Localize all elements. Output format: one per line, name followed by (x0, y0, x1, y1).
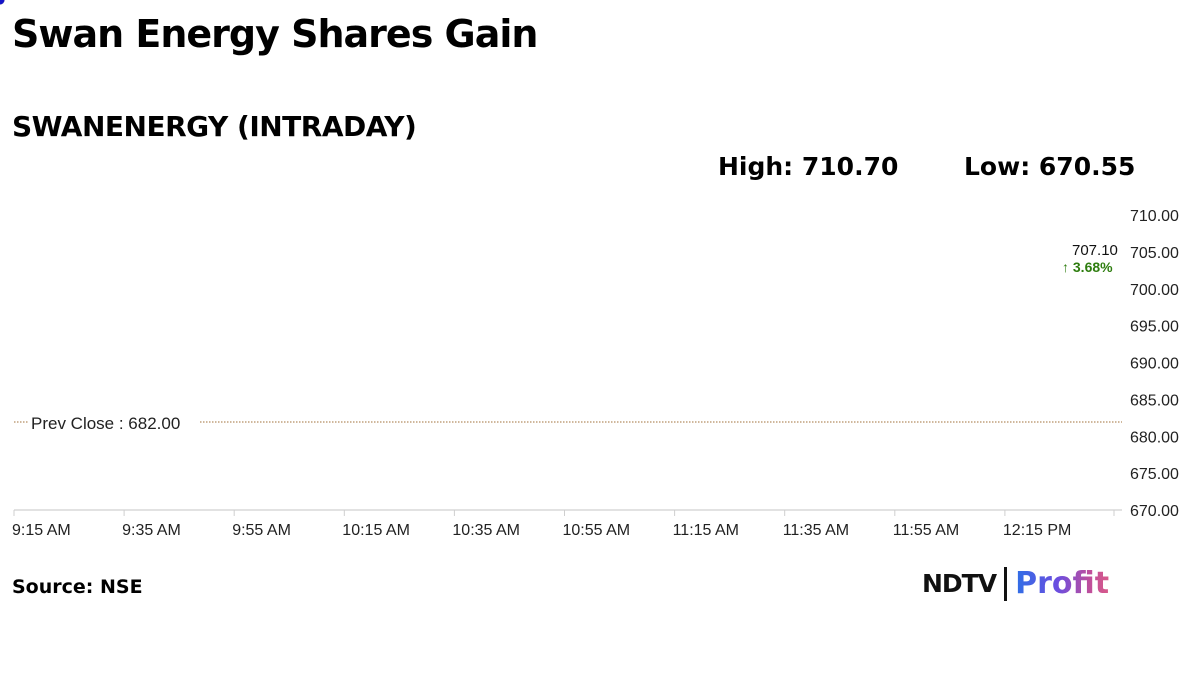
source-note: Source: NSE (12, 576, 143, 598)
chart-title: Swan Energy Shares Gain (12, 12, 538, 56)
x-tick-label: 10:15 AM (342, 522, 410, 539)
x-tick-label: 12:15 PM (1003, 522, 1071, 539)
logo-profit: Profit (1015, 566, 1110, 601)
low-value: Low: 670.55 (964, 152, 1136, 181)
y-axis-ticks: 710.00 705.00 700.00 695.00 690.00 685.00 680.… (1130, 208, 1179, 520)
logo-divider (1004, 566, 1008, 601)
x-tick-label: 11:55 AM (893, 522, 959, 539)
y-tick-label: 675.00 (1130, 466, 1179, 483)
x-tick-label: 10:35 AM (452, 522, 520, 539)
y-tick-label: 690.00 (1130, 356, 1179, 373)
y-tick-label: 695.00 (1130, 319, 1179, 336)
y-tick-label: 670.00 (1130, 503, 1179, 520)
y-tick-label: 700.00 (1130, 282, 1179, 299)
x-tick-label: 9:35 AM (122, 522, 181, 539)
x-tick-label: 10:55 AM (563, 522, 631, 539)
prev-close-label-bg (28, 412, 200, 434)
ndtv-profit-logo: NDTV Profit (922, 566, 1109, 601)
y-tick-label: 685.00 (1130, 392, 1179, 409)
y-tick-label: 710.00 (1130, 208, 1179, 225)
last-price-marker (0, 0, 5, 5)
high-value: High: 710.70 (718, 152, 899, 181)
prev-close-label: Prev Close : 682.00 (31, 414, 180, 433)
y-tick-label: 680.00 (1130, 429, 1179, 446)
x-tick-label: 9:55 AM (232, 522, 291, 539)
y-tick-label: 705.00 (1130, 245, 1179, 262)
logo-ndtv: NDTV (922, 569, 997, 598)
last-price-label: 707.10 (1072, 242, 1118, 259)
chart-subtitle: SWANENERGY (INTRADAY) (12, 110, 417, 143)
last-price-bg (1070, 240, 1122, 276)
x-tick-label: 11:35 AM (783, 522, 849, 539)
intraday-line-chart: 9:15 AM 9:35 AM 9:55 AM 10:15 AM 10:35 AM 10:… (0, 0, 1179, 539)
change-percent-label: ↑ 3.68% (1062, 259, 1113, 275)
x-axis-ticks: 9:15 AM 9:35 AM 9:55 AM 10:15 AM 10:35 AM 10:… (12, 510, 1115, 539)
x-tick-label: 11:15 AM (673, 522, 739, 539)
x-tick-label: 9:15 AM (12, 522, 71, 539)
